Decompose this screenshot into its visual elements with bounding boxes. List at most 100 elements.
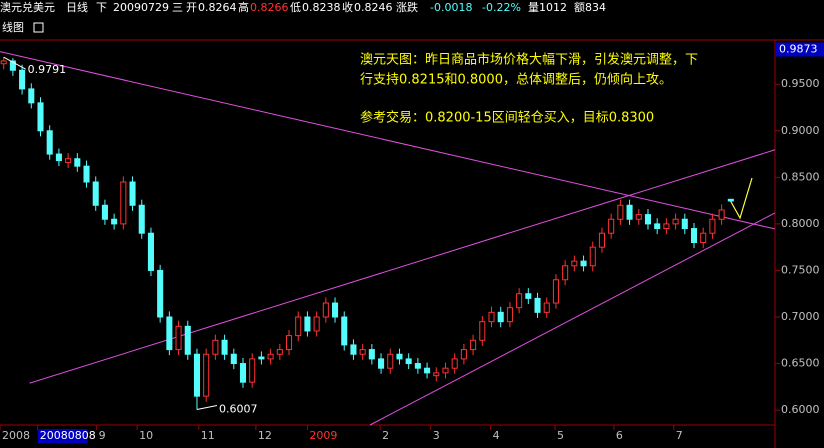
- candle-body: [608, 218, 615, 234]
- candle-body: [617, 204, 624, 220]
- trend-line: [369, 212, 776, 426]
- low-value: 0.8238: [302, 1, 341, 14]
- candle-body: [433, 372, 440, 377]
- candle-body: [341, 316, 348, 346]
- candle-body: [414, 363, 421, 369]
- candle-body: [166, 316, 173, 351]
- candle-body: [55, 153, 62, 162]
- candle-body: [470, 339, 477, 351]
- symbol: 澳元兑美元: [0, 0, 55, 14]
- candle-body: [654, 223, 661, 230]
- candle-body: [368, 349, 375, 360]
- change-value: -0.0018: [430, 1, 472, 14]
- candle-body: [157, 269, 164, 318]
- high-value: 0.8266: [250, 1, 289, 14]
- candle-body: [221, 339, 228, 355]
- price-marker-bg: [776, 42, 824, 57]
- x-tick-label: 11: [201, 429, 215, 442]
- high-label: 高: [238, 0, 249, 14]
- x-tick-label: 4: [493, 429, 500, 442]
- candle-body: [672, 218, 679, 225]
- change-pct: -0.22%: [482, 1, 521, 14]
- note-line: 参考交易：0.8200-15区间轻仓买入，目标0.8300: [360, 110, 654, 126]
- low-annotation: 0.6007: [219, 402, 258, 415]
- x-tick-label: 3: [433, 429, 440, 442]
- candle-body: [28, 88, 35, 104]
- candle-body: [249, 358, 256, 383]
- candle-body: [332, 302, 339, 318]
- date: 20090729: [113, 1, 169, 14]
- leader-line: [196, 404, 218, 410]
- candle-body: [626, 204, 633, 220]
- close-label: 收: [342, 0, 353, 14]
- candle-body: [690, 228, 698, 244]
- candle-body: [147, 232, 154, 271]
- trend-line: [29, 149, 776, 384]
- candle-body: [598, 232, 605, 248]
- change-label: 涨跌: [396, 0, 418, 14]
- candle-body: [562, 265, 569, 281]
- x-tick-highlight: [37, 429, 88, 443]
- candle-body: [506, 307, 513, 323]
- candle-body: [488, 311, 495, 323]
- candle-body: [359, 349, 366, 355]
- view-label: 线图: [2, 20, 24, 34]
- candle-body: [405, 358, 412, 365]
- candle-body: [0, 60, 7, 65]
- notes: 澳元天图：昨日商品市场价格大幅下滑，引发澳元调整，下 行支持0.8215和0.8…: [360, 52, 698, 126]
- candle-body: [350, 344, 357, 355]
- y-tick-label: 0.6500: [781, 357, 820, 370]
- candle-body: [120, 181, 127, 225]
- candle-body: [19, 69, 26, 90]
- y-tick-label: 0.8000: [781, 217, 820, 230]
- y-tick-label: 0.8500: [781, 170, 820, 183]
- candle-body: [580, 260, 587, 267]
- x-tick-label: 6: [616, 429, 623, 442]
- candle-body: [451, 358, 458, 369]
- candle-body: [516, 293, 523, 309]
- candle-body: [129, 181, 136, 206]
- leader-line: [3, 56, 26, 70]
- candle-body: [184, 325, 191, 355]
- candle-body: [230, 353, 237, 365]
- candle-body: [258, 356, 265, 360]
- trend-line: [0, 51, 776, 230]
- candle-body: [74, 158, 81, 167]
- low-label: 低: [290, 1, 301, 14]
- x-tick-label: 20080808: [40, 429, 96, 442]
- note-line: 澳元天图：昨日商品市场价格大幅下滑，引发澳元调整，下: [360, 52, 698, 68]
- y-tick-label: 0.7500: [781, 263, 820, 276]
- x-tick-label: 5: [557, 429, 564, 442]
- candle-body: [37, 102, 44, 132]
- candle-body: [460, 349, 467, 360]
- x-tick-label: 12: [258, 429, 272, 442]
- candle-body: [442, 367, 449, 374]
- candle-body: [571, 260, 578, 267]
- candle-body: [313, 316, 320, 332]
- arrow-hint: [729, 177, 753, 220]
- candle-body: [479, 321, 486, 341]
- candle-body: [175, 325, 182, 351]
- volume: 量1012: [528, 1, 567, 14]
- amount: 额834: [574, 1, 606, 14]
- candle-body: [83, 165, 90, 183]
- candle-body: [497, 311, 504, 323]
- x-tick-label: 2: [382, 429, 389, 442]
- candle-body: [663, 223, 670, 230]
- candle-body: [46, 130, 53, 155]
- y-tick-label: 0.9500: [781, 77, 820, 90]
- candle-body: [424, 367, 431, 374]
- candle-body: [525, 293, 532, 299]
- high-annotation: 0.9791: [28, 63, 67, 76]
- candle-body: [552, 279, 559, 304]
- candle-body: [534, 297, 541, 313]
- x-tick-label: 9: [99, 429, 106, 442]
- weekday: 三: [172, 1, 183, 14]
- note-line: 行支持0.8215和0.8000，总体调整后，仍倾向上攻。: [360, 72, 672, 88]
- mode: 下: [96, 1, 107, 14]
- candle-body: [285, 335, 293, 351]
- header: 澳元兑美元 日线 下 20090729 三 开 0.8264 高 0.8266 …: [0, 0, 606, 34]
- y-tick-label: 0.6000: [781, 403, 820, 416]
- x-tick-label: 10: [139, 429, 153, 442]
- candle-body: [700, 232, 707, 244]
